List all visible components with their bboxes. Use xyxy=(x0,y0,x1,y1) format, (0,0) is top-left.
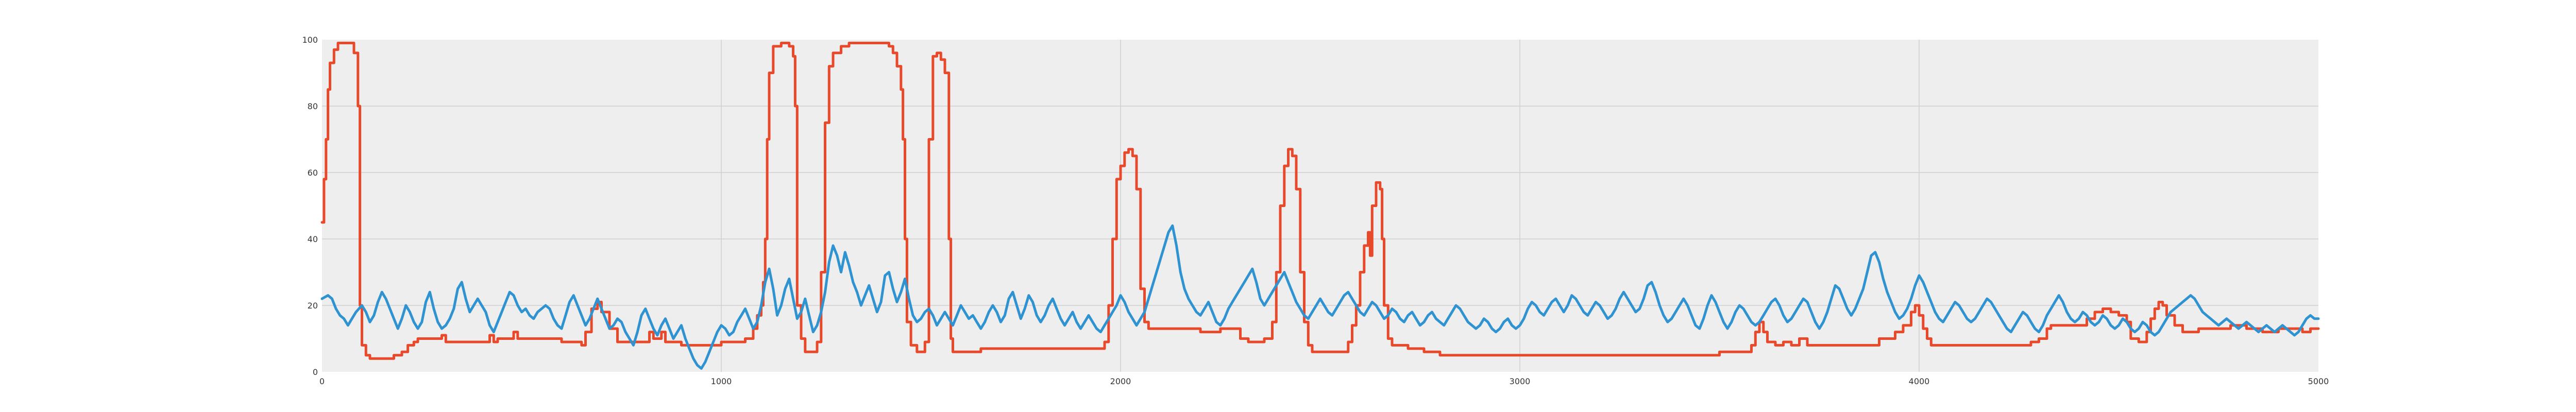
y-tick-label: 20 xyxy=(308,301,318,311)
plot-area xyxy=(322,40,2318,372)
x-tick-label: 4000 xyxy=(1909,376,1930,386)
x-axis: 0 1000 2000 3000 4000 5000 xyxy=(319,376,2329,386)
y-axis: 0 20 40 60 80 100 xyxy=(302,35,318,377)
x-tick-label: 2000 xyxy=(1110,376,1131,386)
y-tick-label: 80 xyxy=(308,101,318,111)
series-line-2 xyxy=(320,224,2320,370)
x-tick-label: 5000 xyxy=(2308,376,2329,386)
y-tick-label: 0 xyxy=(313,367,318,377)
y-tick-label: 100 xyxy=(302,35,318,45)
x-tick-label: 0 xyxy=(319,376,325,386)
chart-series xyxy=(320,42,2320,370)
y-tick-label: 40 xyxy=(308,234,318,244)
grid-lines xyxy=(322,40,2318,372)
x-tick-label: 3000 xyxy=(1510,376,1531,386)
x-tick-label: 1000 xyxy=(711,376,732,386)
y-tick-label: 60 xyxy=(308,168,318,178)
